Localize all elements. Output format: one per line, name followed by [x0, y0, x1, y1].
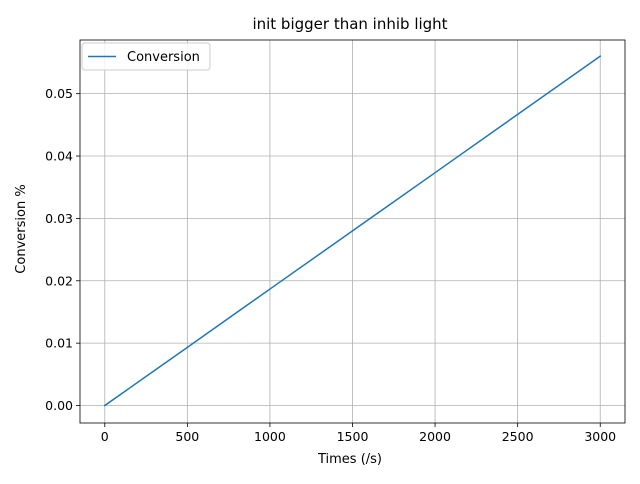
- grid: [80, 40, 625, 423]
- x-tick-label: 1500: [337, 429, 369, 444]
- x-tick-label: 1000: [254, 429, 286, 444]
- legend-box: [81, 42, 211, 71]
- legend-label: Conversion: [127, 50, 200, 65]
- x-tick-label: 0: [101, 429, 109, 444]
- y-tick-label: 0.00: [45, 398, 73, 413]
- x-tick-label: 3000: [584, 429, 616, 444]
- x-axis-label: Times (/s): [317, 452, 382, 467]
- chart-title: init bigger than inhib light: [252, 15, 447, 33]
- legend: Conversion: [81, 42, 211, 71]
- y-tick-label: 0.02: [45, 273, 73, 288]
- x-axis-ticks: 0 500 1000 1500 2000 2500 3000: [101, 423, 616, 444]
- y-tick-label: 0.03: [45, 211, 73, 226]
- x-tick-label: 500: [175, 429, 199, 444]
- y-tick-label: 0.01: [45, 336, 73, 351]
- x-tick-label: 2500: [502, 429, 534, 444]
- series-line-conversion: [103, 55, 602, 407]
- y-axis-label: Conversion %: [14, 184, 29, 273]
- x-tick-label: 2000: [419, 429, 451, 444]
- series-layer: [103, 55, 602, 407]
- y-tick-label: 0.04: [45, 149, 73, 164]
- y-tick-label: 0.05: [45, 86, 73, 101]
- y-axis-ticks: 0.00 0.01 0.02 0.03 0.04 0.05: [45, 86, 80, 413]
